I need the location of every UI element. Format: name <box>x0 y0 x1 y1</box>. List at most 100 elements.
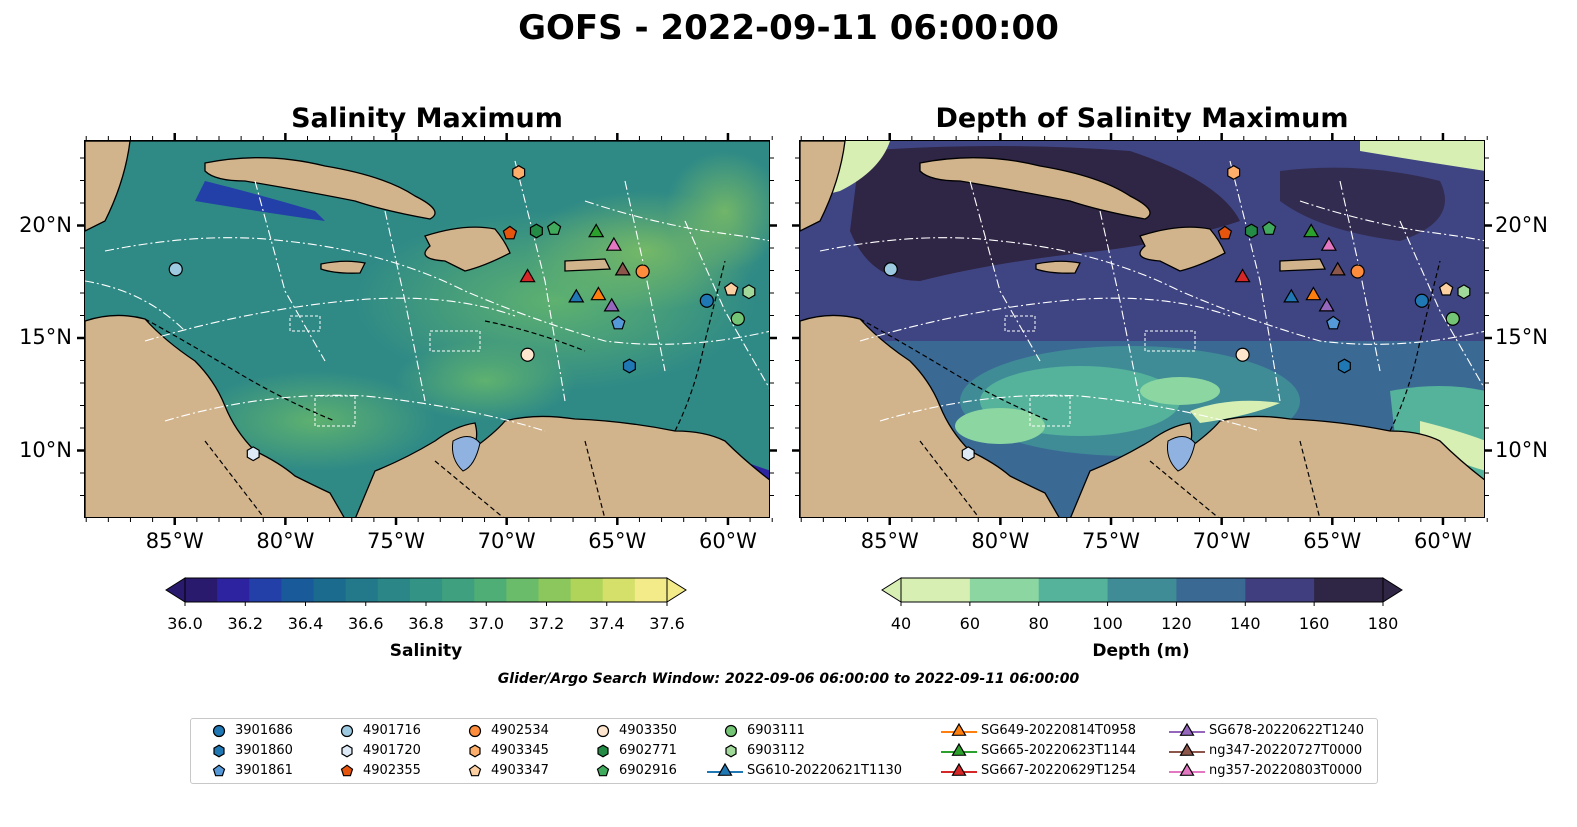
colorbar-tick-label: 180 <box>1367 614 1399 633</box>
figure-title: GOFS - 2022-09-11 06:00:00 <box>518 8 1059 48</box>
salinity-map-svg <box>85 141 769 517</box>
colorbar-tick-label: 36.4 <box>287 614 324 633</box>
marker-4903345 <box>512 165 526 180</box>
legend-label: 4902355 <box>363 763 421 778</box>
legend-label: 3901686 <box>235 723 293 738</box>
legend-label: 6903112 <box>747 743 805 758</box>
legend-label: 4901720 <box>363 743 421 758</box>
colorbar-tick-label: 120 <box>1161 614 1192 633</box>
legend-marker-icon <box>1169 742 1205 756</box>
colorbar-tick-label: 80 <box>1028 614 1049 633</box>
tick-label: 75°W <box>1082 529 1141 553</box>
search-window-note: Glider/Argo Search Window: 2022-09-06 06… <box>497 671 1080 687</box>
tick-label: 70°W <box>1192 529 1251 553</box>
legend-marker-icon <box>340 764 354 777</box>
marker-4902534 <box>635 264 650 279</box>
marker-3901686 <box>1414 293 1429 308</box>
legend-marker-icon <box>469 744 481 758</box>
depth-colorbar <box>881 577 1403 606</box>
marker-4903345 <box>1227 165 1241 180</box>
colorbar-tick-label: 37.4 <box>588 614 625 633</box>
tick-label: 65°W <box>588 529 647 553</box>
tick-label: 10°N <box>19 437 72 462</box>
legend-marker-icon <box>468 764 482 777</box>
marker-ng347-20220727T0000 <box>1329 261 1346 276</box>
observation-markers-salinity <box>168 165 756 462</box>
legend-label: ng357-20220803T0000 <box>1209 763 1363 778</box>
marker-3901860 <box>1337 358 1351 374</box>
legend-label: 4903350 <box>619 723 677 738</box>
marker-3901861 <box>1326 315 1341 330</box>
marker-4903347 <box>1438 281 1454 296</box>
legend-marker-icon <box>1169 722 1205 736</box>
tick-label: 20°N <box>1495 212 1548 237</box>
marker-3901861 <box>611 315 626 330</box>
tick-label: 80°W <box>256 529 315 553</box>
marker-4901720 <box>246 446 260 462</box>
marker-6903111 <box>730 311 745 326</box>
panel-title-salinity: Salinity Maximum <box>291 103 563 134</box>
marker-4901716 <box>168 262 183 277</box>
legend-label: 4903347 <box>491 763 549 778</box>
legend-label: SG649-20220814T0958 <box>981 723 1137 738</box>
tick-label: 20°N <box>19 212 72 237</box>
colorbar-tick-label: 40 <box>890 614 912 633</box>
marker-6903111 <box>1445 311 1460 326</box>
observation-markers-depth <box>883 165 1471 462</box>
marker-4901720 <box>961 446 975 462</box>
tick-label: 75°W <box>367 529 426 553</box>
legend-marker-icon <box>725 744 737 758</box>
tick-label: 70°W <box>477 529 536 553</box>
marker-4903350 <box>520 347 535 362</box>
tick-label: 80°W <box>971 529 1030 553</box>
marker-ng357-20220803T0000 <box>1320 236 1337 251</box>
marker-SG678-20220622T1240 <box>1318 297 1335 312</box>
marker-ng347-20220727T0000 <box>614 261 631 276</box>
marker-SG667-20220629T1254 <box>1234 268 1251 283</box>
marker-SG610-20220621T1130 <box>568 288 585 303</box>
depth-salinity-max-map <box>799 140 1485 518</box>
salinity-max-map <box>84 140 770 518</box>
legend-marker-icon <box>941 742 977 756</box>
salinity-colorbar <box>165 577 687 606</box>
marker-SG667-20220629T1254 <box>519 268 536 283</box>
tick-label: 15°N <box>1495 325 1548 349</box>
marker-6902916 <box>1261 221 1277 235</box>
legend-marker-icon <box>724 724 738 738</box>
marker-SG665-20220623T1144 <box>1303 223 1320 238</box>
legend-marker-icon <box>596 764 610 777</box>
panel-title-depth: Depth of Salinity Maximum <box>935 103 1349 134</box>
legend-label: 6903111 <box>747 723 805 738</box>
legend-label: SG678-20220622T1240 <box>1209 723 1365 738</box>
colorbar-tick-label: 60 <box>959 614 981 633</box>
colorbar-tick-label: 37.0 <box>468 614 505 633</box>
marker-SG665-20220623T1144 <box>588 223 605 238</box>
marker-SG610-20220621T1130 <box>1283 288 1300 303</box>
legend-marker-icon <box>707 762 743 776</box>
marker-6902916 <box>546 221 562 235</box>
legend-marker-icon <box>596 724 610 738</box>
marker-4902355 <box>1217 225 1233 240</box>
marker-6902771 <box>529 223 543 239</box>
legend-label: 6902916 <box>619 763 677 778</box>
marker-4903347 <box>723 281 739 296</box>
depth-colorbar-label: Depth (m) <box>1092 641 1190 661</box>
legend-label: 4902534 <box>491 723 549 738</box>
marker-4901716 <box>883 262 898 277</box>
legend-marker-icon <box>597 744 609 758</box>
legend-marker-icon <box>212 764 226 777</box>
tick-label: 15°N <box>19 325 72 349</box>
tick-label: 60°W <box>698 529 757 553</box>
legend-marker-icon <box>340 724 354 738</box>
legend-label: 3901861 <box>235 763 293 778</box>
legend: 3901686 3901860 3901861 4901716 4901720 49023… <box>190 718 1378 784</box>
marker-6903112 <box>742 284 756 300</box>
legend-label: SG665-20220623T1144 <box>981 743 1137 758</box>
legend-marker-icon <box>468 724 482 738</box>
colorbar-tick-label: 36.0 <box>167 614 203 633</box>
legend-marker-icon <box>1169 762 1205 776</box>
marker-4902355 <box>502 225 518 240</box>
marker-3901860 <box>622 358 636 374</box>
legend-label: SG610-20220621T1130 <box>747 763 903 778</box>
colorbar-tick-label: 140 <box>1230 614 1261 633</box>
